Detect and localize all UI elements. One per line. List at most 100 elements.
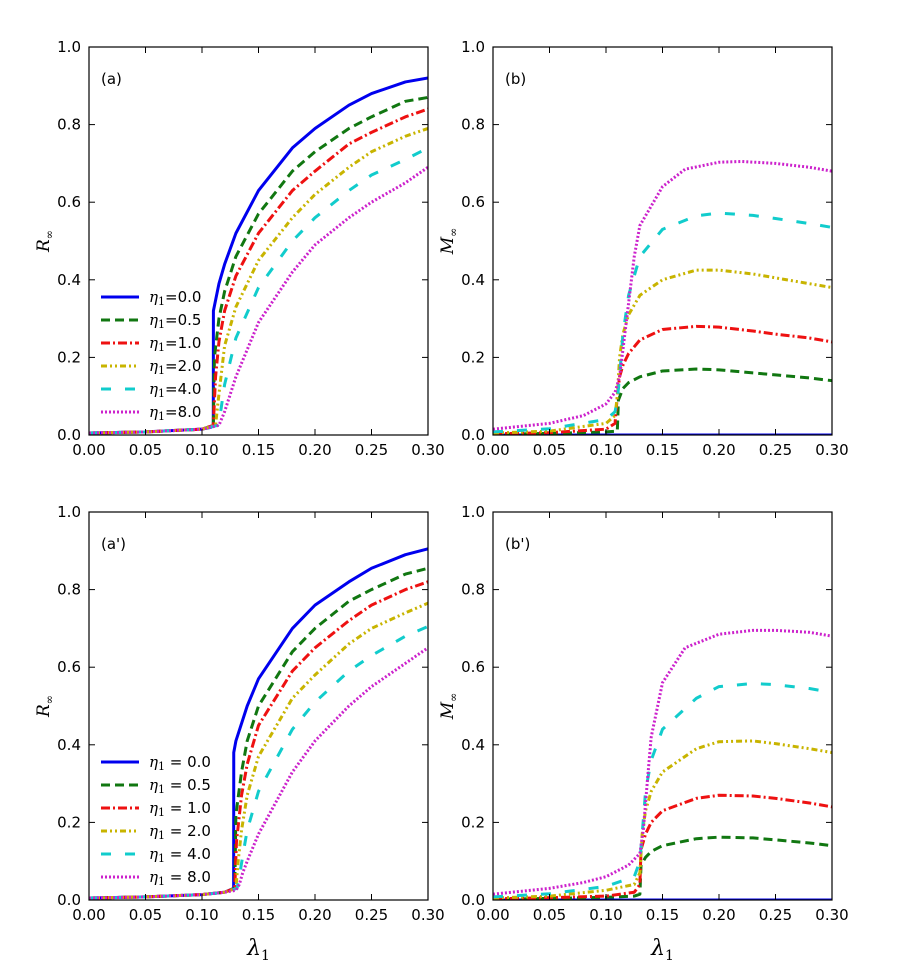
series-line-eta-8.0 <box>89 166 428 435</box>
y-axis-label: R∞ <box>34 695 56 718</box>
legend-label: η1 = 0.0 <box>149 753 211 773</box>
y-tick-label: 0.0 <box>461 426 485 444</box>
y-tick-label: 0.8 <box>57 116 81 134</box>
panel-label: (b') <box>505 535 530 553</box>
x-axis-label: λ1 <box>246 936 270 964</box>
panel-label: (a') <box>101 535 126 553</box>
y-tick-label: 0.0 <box>461 891 485 909</box>
legend-label: η1=1.0 <box>149 334 201 354</box>
x-tick-label: 0.15 <box>646 441 679 459</box>
y-tick-label: 1.0 <box>461 38 485 56</box>
x-tick-label: 0.00 <box>72 441 105 459</box>
series-line-eta-0.5 <box>89 95 428 435</box>
x-tick-label: 0.20 <box>702 441 735 459</box>
y-tick-label: 1.0 <box>57 38 81 56</box>
axes-frame <box>492 46 833 436</box>
series-line-eta-4.0 <box>89 625 428 900</box>
series-group <box>89 547 428 900</box>
y-tick-label: 0.0 <box>57 891 81 909</box>
chart-panel-3: 0.00 0.05 0.10 0.15 0.20 0.25 0.30 0.0 0.2 0.4 0.6… <box>34 503 445 964</box>
x-tick-label: 0.10 <box>589 906 622 924</box>
series-line-eta-2.0 <box>89 127 428 435</box>
legend-label: η1 = 4.0 <box>149 845 211 865</box>
x-tick-label: 0.20 <box>298 441 331 459</box>
chart-panel-2: 0.00 0.05 0.10 0.15 0.20 0.25 0.30 0.0 0.2 0.4 0.6… <box>438 38 849 459</box>
y-tick-label: 0.2 <box>57 813 81 831</box>
series-line-eta-1.0 <box>89 580 428 900</box>
legend-label: η1=4.0 <box>149 380 201 400</box>
x-tick-label: 0.25 <box>355 441 388 459</box>
x-tick-label: 0.25 <box>355 906 388 924</box>
chart-panel-1: 0.00 0.05 0.10 0.15 0.20 0.25 0.30 0.0 0.2 0.4 0.6… <box>34 38 445 459</box>
series-line-eta-8.0 <box>89 646 428 900</box>
series-line-eta-1.0 <box>89 107 428 435</box>
legend-label: η1 = 1.0 <box>149 799 211 819</box>
y-tick-label: 1.0 <box>461 503 485 521</box>
x-tick-label: 0.20 <box>702 906 735 924</box>
y-tick-label: 0.0 <box>57 426 81 444</box>
series-line-eta-1.0 <box>493 793 832 900</box>
panel-label: (a) <box>101 70 122 88</box>
y-axis-label: M∞ <box>438 693 460 721</box>
y-tick-label: 0.2 <box>57 348 81 366</box>
y-tick-label: 0.4 <box>57 271 81 289</box>
series-group <box>89 76 428 435</box>
axes-frame <box>88 46 429 436</box>
y-tick-label: 0.6 <box>57 658 81 676</box>
y-tick-label: 1.0 <box>57 503 81 521</box>
series-line-eta-8.0 <box>493 628 832 896</box>
x-tick-label: 0.15 <box>242 906 275 924</box>
series-line-eta-2.0 <box>493 268 832 435</box>
y-tick-label: 0.8 <box>461 581 485 599</box>
legend: η1=0.0 η1=0.5 η1=1.0 η1=2.0 η1=4.0 η1=8.0 <box>101 288 201 423</box>
series-line-eta-0.5 <box>493 367 832 435</box>
x-tick-label: 0.05 <box>129 441 162 459</box>
x-tick-label: 0.00 <box>476 906 509 924</box>
y-tick-label: 0.4 <box>461 736 485 754</box>
x-tick-label: 0.10 <box>185 441 218 459</box>
y-tick-label: 0.6 <box>461 193 485 211</box>
series-line-eta-0.5 <box>89 566 428 900</box>
x-tick-label: 0.30 <box>411 441 444 459</box>
x-tick-label: 0.25 <box>759 441 792 459</box>
y-tick-label: 0.8 <box>461 116 485 134</box>
series-line-eta-0.5 <box>493 835 832 900</box>
series-line-eta-8.0 <box>493 159 832 431</box>
x-tick-label: 0.05 <box>533 906 566 924</box>
legend-label: η1 = 0.5 <box>149 776 211 796</box>
legend-label: η1 = 2.0 <box>149 822 211 842</box>
legend-label: η1=0.0 <box>149 288 201 308</box>
y-tick-label: 0.2 <box>461 813 485 831</box>
legend-label: η1 = 8.0 <box>149 868 211 888</box>
x-tick-label: 0.15 <box>646 906 679 924</box>
axes-frame <box>88 511 429 901</box>
x-tick-label: 0.00 <box>72 906 105 924</box>
x-tick-label: 0.10 <box>589 441 622 459</box>
x-tick-label: 0.00 <box>476 441 509 459</box>
x-tick-label: 0.15 <box>242 441 275 459</box>
y-axis-label: M∞ <box>438 228 460 256</box>
panel-label: (b) <box>505 70 526 88</box>
series-group <box>493 628 832 900</box>
chart-panel-4: 0.00 0.05 0.10 0.15 0.20 0.25 0.30 0.0 0.2 0.4 0.6… <box>438 503 849 964</box>
x-tick-label: 0.05 <box>129 906 162 924</box>
y-tick-label: 0.6 <box>57 193 81 211</box>
x-tick-label: 0.25 <box>759 906 792 924</box>
y-tick-label: 0.4 <box>57 736 81 754</box>
y-tick-label: 0.8 <box>57 581 81 599</box>
x-tick-label: 0.20 <box>298 906 331 924</box>
legend: η1 = 0.0 η1 = 0.5 η1 = 1.0 η1 = 2.0 η1 = 4.0… <box>101 753 211 888</box>
legend-label: η1=8.0 <box>149 403 201 423</box>
series-line-eta-1.0 <box>493 324 832 435</box>
legend-label: η1=0.5 <box>149 311 201 331</box>
x-tick-label: 0.30 <box>815 441 848 459</box>
y-tick-label: 0.6 <box>461 658 485 676</box>
x-axis-label: λ1 <box>650 936 674 964</box>
x-tick-label: 0.10 <box>185 906 218 924</box>
series-line-eta-2.0 <box>89 601 428 900</box>
series-group <box>493 159 832 435</box>
x-tick-label: 0.30 <box>411 906 444 924</box>
x-tick-label: 0.05 <box>533 441 566 459</box>
x-tick-label: 0.30 <box>815 906 848 924</box>
